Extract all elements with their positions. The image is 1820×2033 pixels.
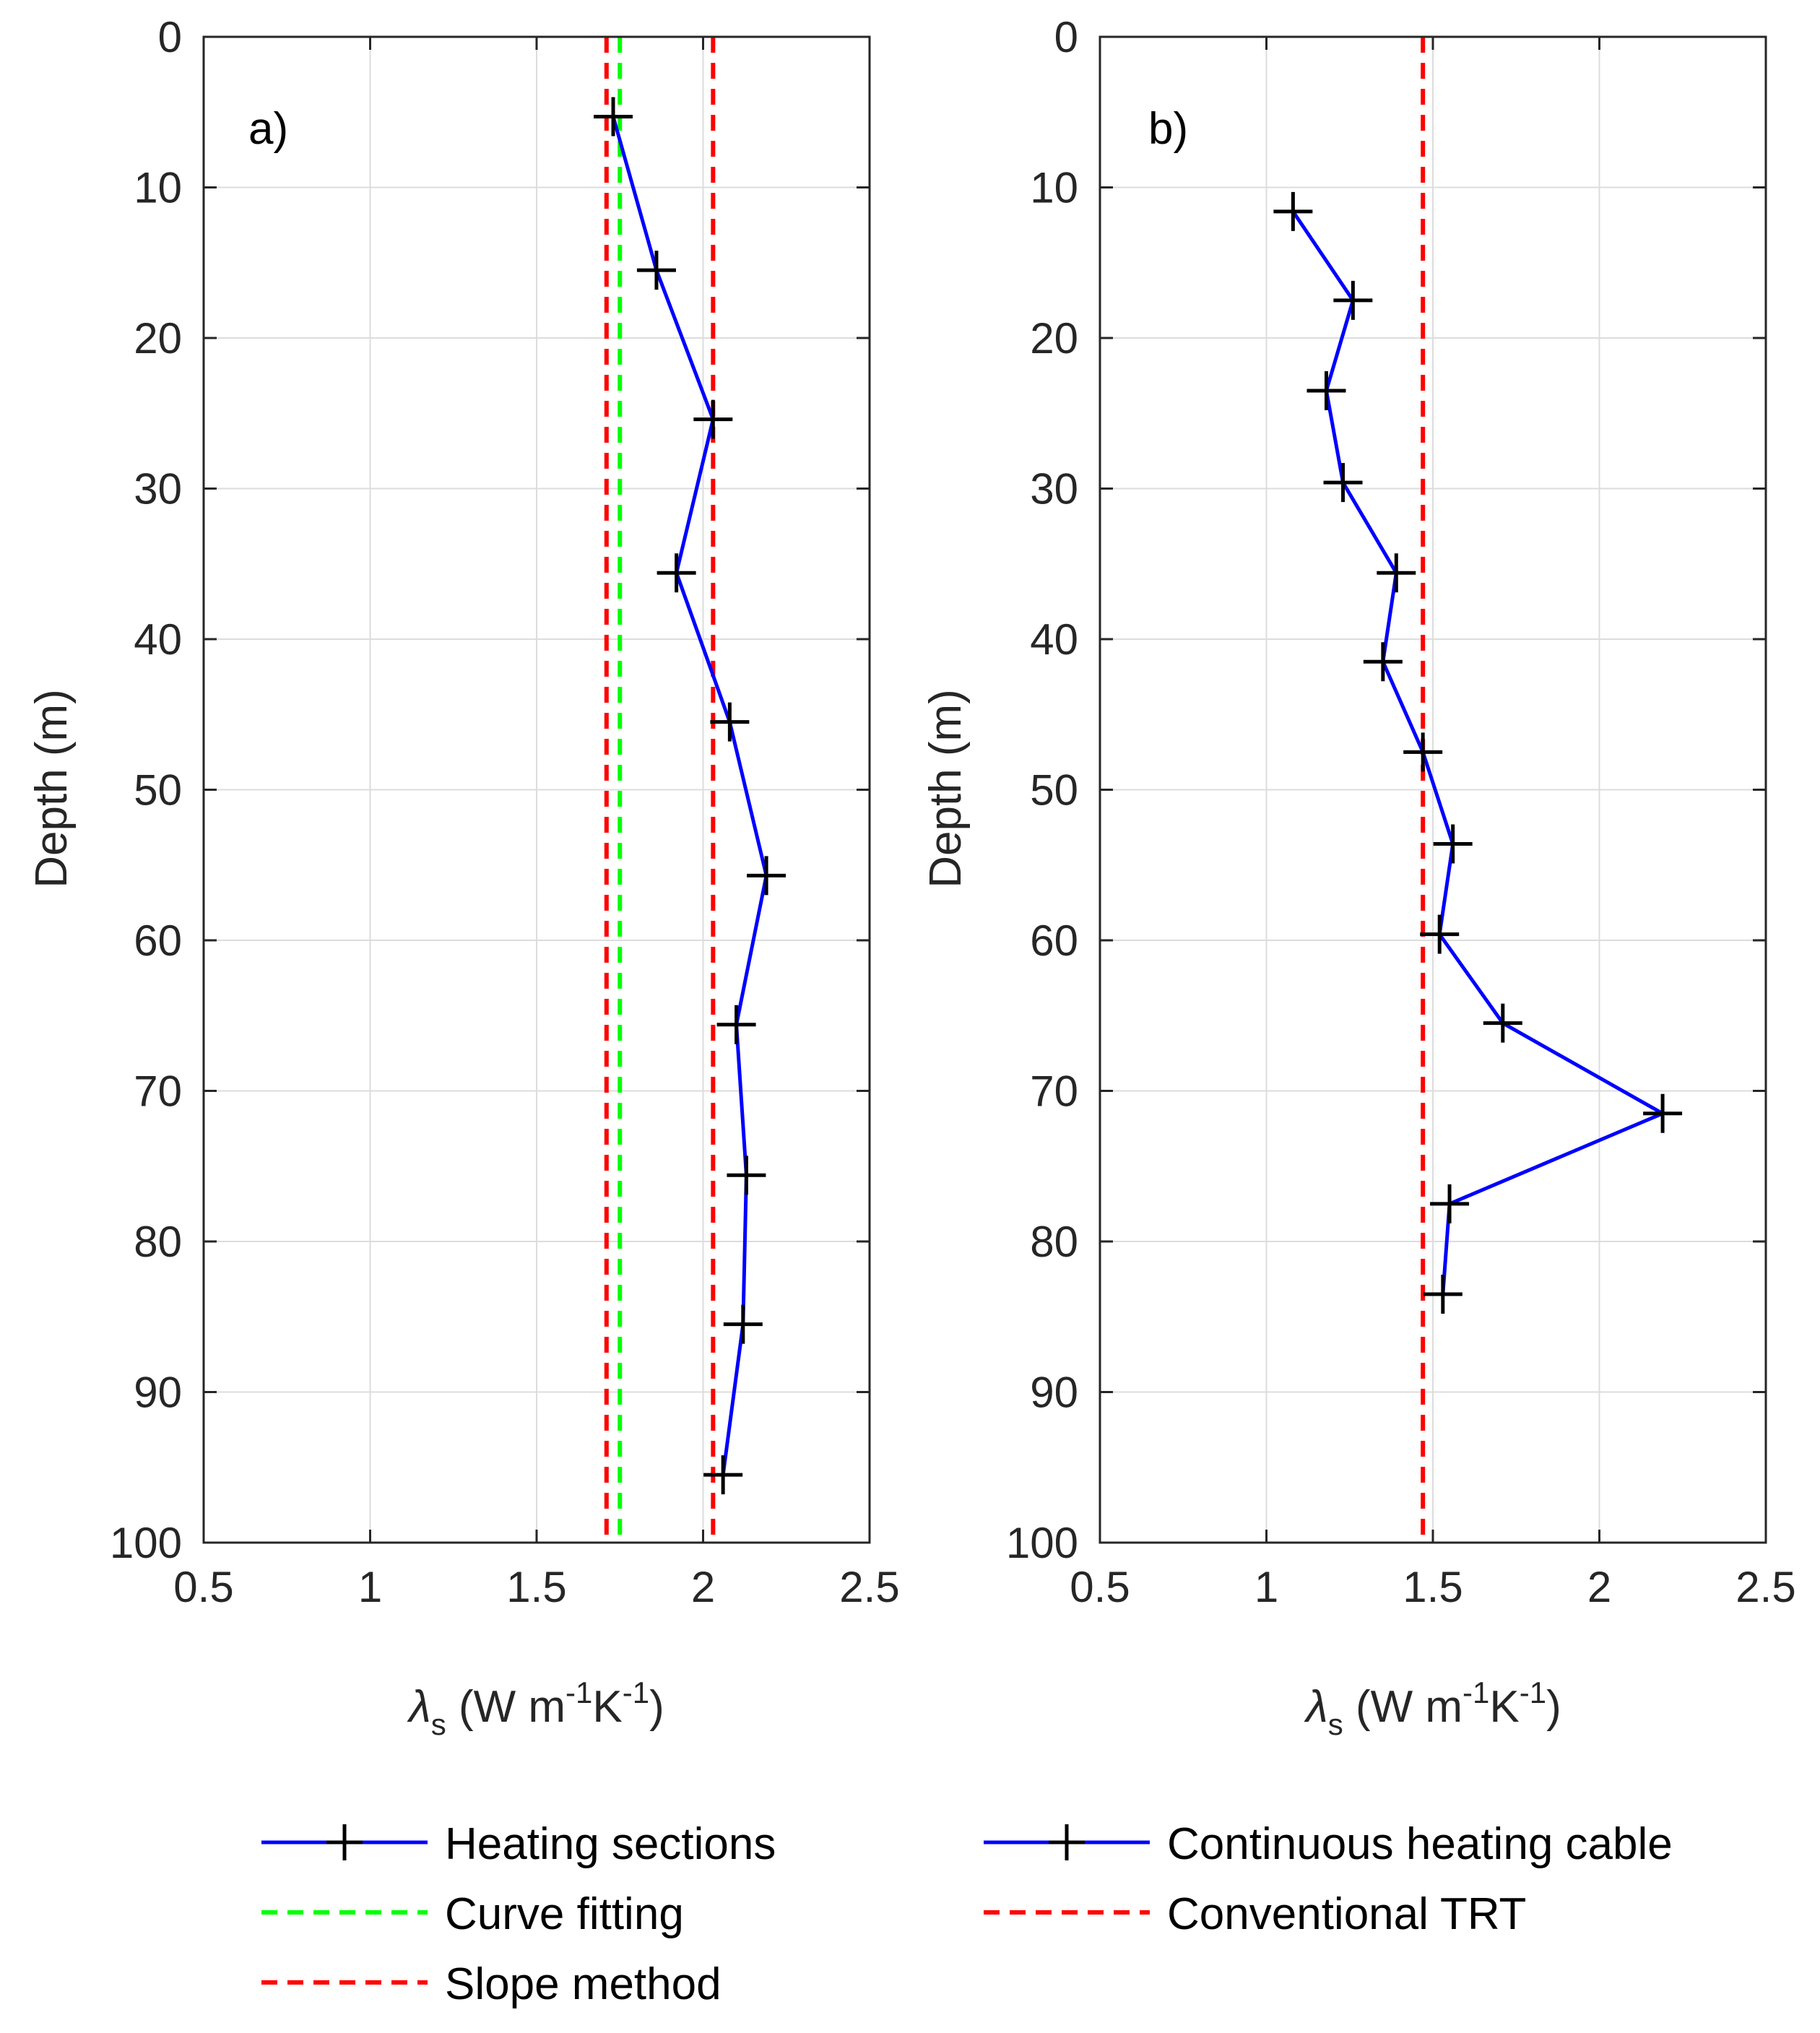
- y-tick-label: 60: [1030, 916, 1078, 965]
- legend-entry-continuous-heating-cable: Continuous heating cable: [984, 1819, 1673, 1869]
- data-point: [1430, 1184, 1470, 1223]
- panel-b-x-label-exponent-1: -1: [1462, 1676, 1489, 1709]
- panel-a-x-label-subscript: s: [431, 1707, 446, 1741]
- panel-a-y-axis-label: Depth (m): [27, 689, 77, 888]
- y-tick-label: 50: [134, 766, 182, 815]
- y-tick-label: 90: [1030, 1369, 1078, 1417]
- panel-b-series: [1273, 191, 1683, 1314]
- panel-a-x-label-units-a: (W m: [446, 1682, 566, 1732]
- data-point: [1323, 463, 1363, 503]
- data-point: [747, 856, 786, 896]
- data-point: [1433, 824, 1473, 864]
- data-point: [710, 702, 750, 742]
- data-point: [703, 1455, 743, 1495]
- legend: Heating sections Curve fitting Slope met…: [261, 1819, 1673, 2009]
- data-point: [656, 553, 696, 593]
- data-point: [693, 399, 733, 439]
- x-tick-label: 0.5: [173, 1563, 233, 1611]
- panel-b-ticks: 0.5 1 1.5 2 2.5 0 10 20 30 40 50 60 70 80 90 100: [1006, 13, 1796, 1611]
- panel-a-label: a): [248, 104, 288, 154]
- legend-entry-conventional-trt: Conventional TRT: [984, 1889, 1526, 1939]
- legend-label-slope-method: Slope method: [445, 1959, 722, 2009]
- legend-entry-slope-method: Slope method: [261, 1959, 722, 2009]
- panel-b: 0.5 1 1.5 2 2.5 0 10 20 30 40 50 60 70 80 90 100 b) Dep…: [921, 13, 1796, 1741]
- data-point: [1423, 1274, 1462, 1314]
- data-point: [594, 97, 633, 136]
- data-point: [727, 1156, 766, 1195]
- y-tick-label: 0: [1054, 13, 1078, 61]
- data-point: [1420, 914, 1460, 954]
- y-tick-label: 80: [1030, 1218, 1078, 1266]
- y-tick-label: 20: [134, 314, 182, 363]
- data-point: [636, 251, 676, 290]
- panel-a-x-label-exponent-2: -1: [623, 1676, 649, 1709]
- panel-a-x-label-exponent-1: -1: [566, 1676, 592, 1709]
- panel-a-x-label-units-c: ): [649, 1682, 664, 1732]
- panel-a-reference-lines: [604, 37, 716, 1543]
- y-tick-label: 40: [1030, 615, 1078, 664]
- panel-b-label: b): [1148, 104, 1188, 154]
- x-tick-label: 1: [358, 1563, 382, 1611]
- legend-label-curve-fitting: Curve fitting: [445, 1889, 684, 1939]
- y-tick-label: 30: [1030, 465, 1078, 513]
- x-tick-label: 2.5: [1736, 1563, 1795, 1611]
- y-tick-label: 100: [1006, 1519, 1078, 1567]
- panel-b-x-label-symbol: λ: [1304, 1682, 1328, 1732]
- legend-label-conventional-trt: Conventional TRT: [1167, 1889, 1526, 1939]
- x-tick-label: 2.5: [839, 1563, 899, 1611]
- y-tick-label: 90: [134, 1369, 182, 1417]
- data-point: [1483, 1003, 1522, 1043]
- y-tick-label: 70: [134, 1067, 182, 1116]
- data-point: [1273, 191, 1313, 231]
- x-tick-label: 2: [691, 1563, 715, 1611]
- data-point: [1403, 732, 1443, 772]
- y-tick-label: 40: [134, 615, 182, 664]
- legend-entry-curve-fitting: Curve fitting: [261, 1889, 684, 1939]
- panel-b-x-label-units-a: (W m: [1343, 1682, 1462, 1732]
- panel-a-ticks: 0.5 1 1.5 2 2.5 0 10 20 30 40 50 60 70 80 90 100: [110, 13, 900, 1611]
- y-tick-label: 20: [1030, 314, 1078, 363]
- panel-a-x-label-symbol: λ: [407, 1682, 431, 1732]
- panel-a-x-axis-label: λs (W m-1K-1): [407, 1676, 664, 1741]
- panel-b-x-label-exponent-2: -1: [1520, 1676, 1546, 1709]
- y-tick-label: 0: [158, 13, 182, 61]
- panel-b-x-axis-label: λs (W m-1K-1): [1304, 1676, 1561, 1741]
- y-tick-label: 60: [134, 916, 182, 965]
- panel-b-x-label-units-b: K: [1489, 1682, 1519, 1732]
- x-tick-label: 1: [1254, 1563, 1278, 1611]
- y-tick-label: 10: [134, 164, 182, 212]
- x-tick-label: 1.5: [506, 1563, 566, 1611]
- panel-a-series: [594, 97, 786, 1495]
- data-point: [723, 1304, 763, 1344]
- legend-entry-heating-sections: Heating sections: [261, 1819, 776, 1869]
- y-tick-label: 80: [134, 1218, 182, 1266]
- data-point: [1377, 553, 1416, 593]
- panel-a-x-label-units-b: K: [592, 1682, 622, 1732]
- panel-b-y-axis-label: Depth (m): [921, 689, 971, 888]
- y-tick-label: 30: [134, 465, 182, 513]
- y-tick-label: 10: [1030, 164, 1078, 212]
- y-tick-label: 50: [1030, 766, 1078, 815]
- x-tick-label: 2: [1587, 1563, 1611, 1611]
- legend-label-continuous-heating-cable: Continuous heating cable: [1167, 1819, 1673, 1869]
- data-point: [1306, 370, 1346, 410]
- y-tick-label: 70: [1030, 1067, 1078, 1116]
- legend-label-heating-sections: Heating sections: [445, 1819, 776, 1869]
- data-point: [1363, 642, 1403, 682]
- y-tick-label: 100: [110, 1519, 182, 1567]
- x-tick-label: 1.5: [1403, 1563, 1462, 1611]
- panel-b-x-label-units-c: ): [1546, 1682, 1561, 1732]
- panel-a: 0.5 1 1.5 2 2.5 0 10 20 30 40 50 60 70 80 90 100 a) Dep…: [27, 13, 900, 1741]
- x-tick-label: 0.5: [1070, 1563, 1130, 1611]
- data-point: [716, 1005, 756, 1044]
- series-line: [611, 116, 768, 1475]
- panel-a-grid: [203, 36, 870, 1543]
- panel-b-x-label-subscript: s: [1328, 1707, 1343, 1741]
- data-point: [1643, 1093, 1683, 1133]
- data-point: [1333, 280, 1373, 320]
